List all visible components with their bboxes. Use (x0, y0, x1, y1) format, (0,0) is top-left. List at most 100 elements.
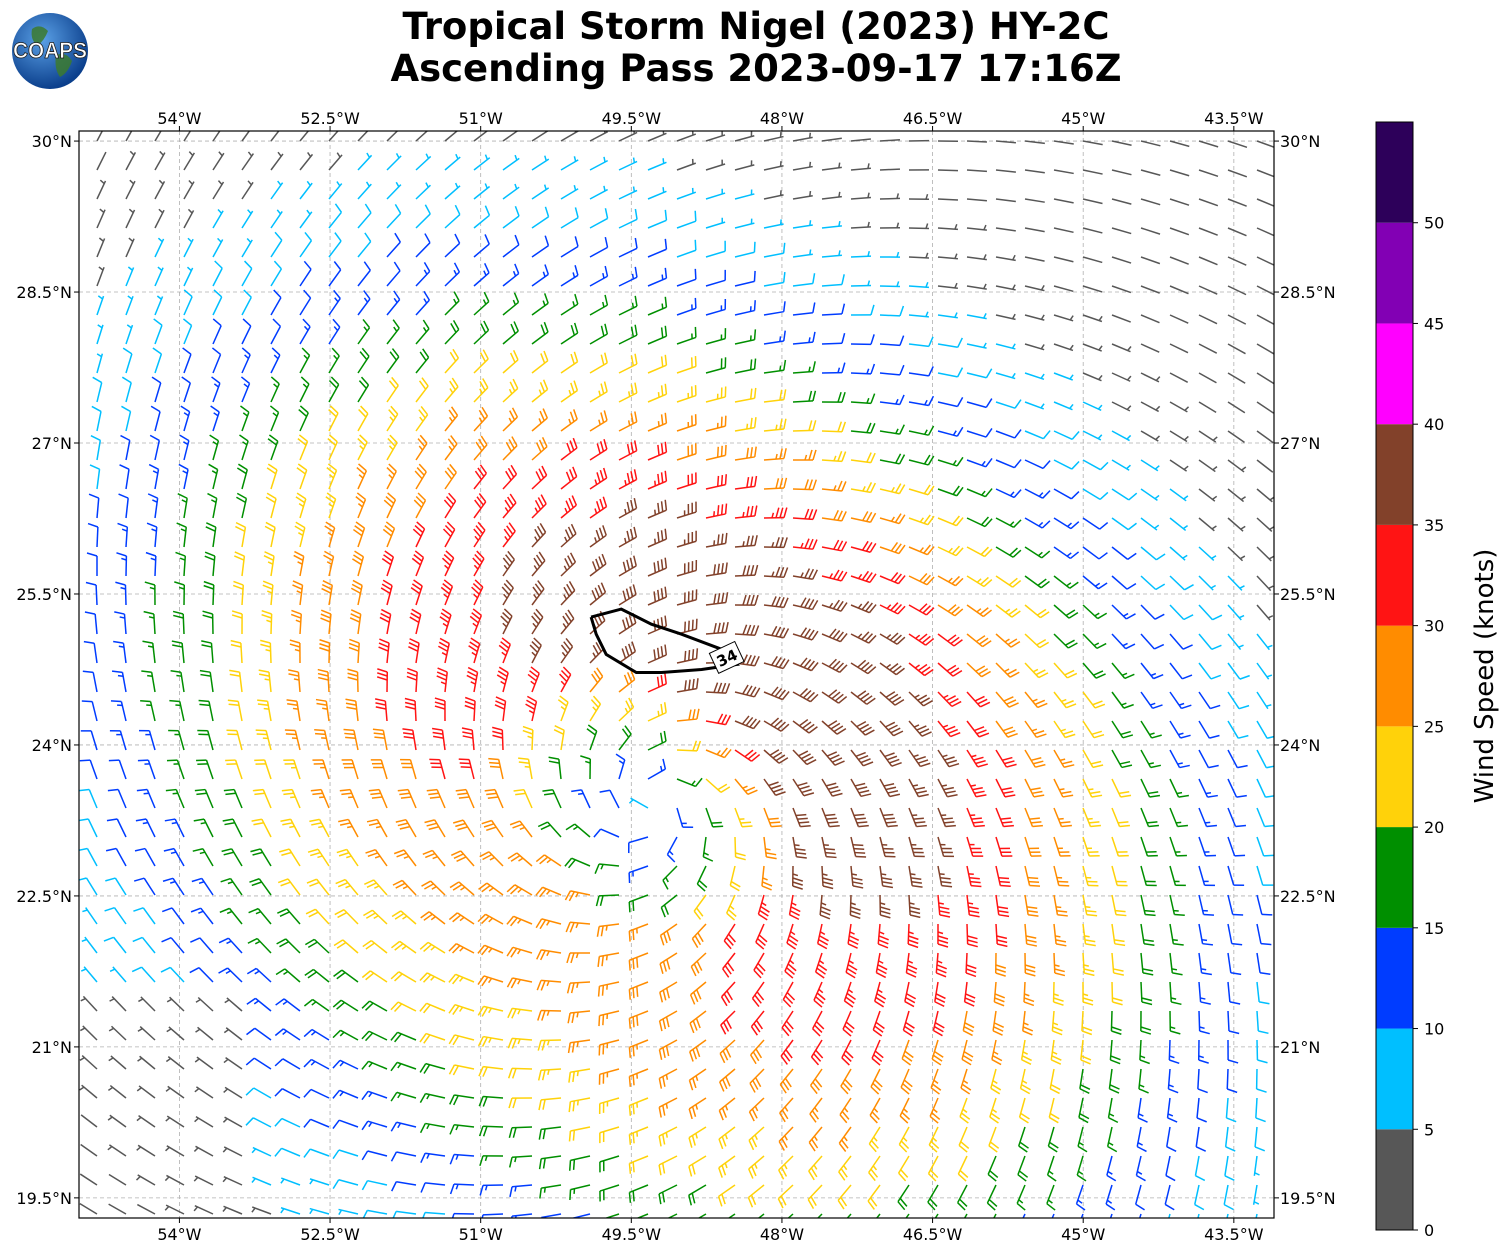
wind-barb (328, 376, 340, 403)
wind-barb (1169, 343, 1189, 354)
wind-barb (676, 678, 699, 693)
wind-barb (303, 1058, 330, 1070)
wind-barb (461, 727, 475, 751)
wind-barb (647, 470, 668, 490)
wind-barb (565, 823, 591, 838)
wind-barb (357, 152, 373, 171)
wind-barb (1111, 517, 1137, 531)
wind-barb (647, 158, 667, 171)
wind-barb (1024, 401, 1045, 410)
wind-barb (226, 729, 243, 751)
wind-barb (96, 208, 106, 229)
wind-barb (105, 847, 127, 867)
wind-barb (332, 1059, 359, 1070)
wind-barb (153, 318, 163, 345)
wind-barb (468, 637, 481, 664)
wind-barb (500, 608, 513, 635)
wind-barb (1256, 981, 1270, 1005)
wind-barb (763, 448, 787, 461)
wind-barb (850, 570, 877, 584)
wind-barb (1140, 662, 1164, 680)
wind-barb (108, 1173, 127, 1186)
wind-barb (841, 1039, 854, 1066)
wind-barb (143, 610, 156, 635)
wind-barb (1024, 227, 1045, 233)
wind-barb (420, 911, 446, 925)
wind-barb (659, 923, 678, 946)
wind-barb (535, 854, 562, 867)
wind-barb (589, 467, 608, 490)
wind-barb (618, 411, 638, 432)
wind-barb (420, 1182, 446, 1193)
wind-barb (1111, 285, 1132, 294)
wind-barb (386, 261, 401, 287)
wind-barb (1256, 256, 1274, 266)
wind-barb (162, 877, 185, 896)
wind-barb (598, 1039, 620, 1056)
wind-barb (410, 579, 423, 606)
wind-barb (748, 1126, 765, 1151)
wind-barb (415, 153, 432, 171)
wind-barb (850, 138, 871, 142)
wind-barb (125, 237, 135, 258)
wind-barb (877, 923, 889, 949)
wind-barb (618, 669, 636, 693)
wind-barb (1197, 1213, 1200, 1218)
wind-barb (1111, 169, 1132, 176)
wind-barb (241, 289, 252, 316)
wind-barb (1053, 517, 1080, 530)
wind-barb (748, 1097, 765, 1122)
wind-barb (419, 1062, 446, 1074)
wind-barb (937, 282, 958, 289)
wind-barb (258, 669, 272, 693)
wind-barb (658, 1068, 678, 1089)
wind-barb (513, 788, 533, 809)
wind-barb (1169, 720, 1191, 739)
wind-barb (298, 405, 309, 432)
wind-barb (748, 1155, 765, 1179)
wind-barb (96, 295, 105, 316)
wind-barb (96, 353, 104, 374)
wind-barb (966, 254, 987, 261)
wind-barb (473, 291, 490, 316)
wind-barb (1024, 778, 1045, 798)
wind-barb (705, 188, 726, 200)
wind-barb (1227, 227, 1247, 237)
wind-barb (966, 720, 990, 738)
wind-barb (995, 836, 1013, 857)
wind-barb (705, 159, 726, 171)
wind-barb (1167, 1068, 1179, 1094)
wind-barb (897, 1155, 910, 1182)
wind-barb (816, 1213, 823, 1218)
wind-barb (1256, 575, 1274, 592)
wind-barb (189, 967, 214, 983)
wind-barb (676, 501, 697, 519)
wind-barb (718, 1097, 736, 1121)
wind-barb (164, 818, 185, 838)
wind-barb (81, 936, 98, 954)
wind-barb (1198, 952, 1212, 976)
wind-barb (1016, 1184, 1026, 1211)
wind-barb (1227, 256, 1247, 266)
wind-barb (618, 555, 637, 577)
wind-barb (170, 670, 185, 693)
wind-barb (995, 169, 1016, 173)
wind-barb (1198, 604, 1223, 621)
wind-barb (1082, 314, 1103, 323)
wind-barb (251, 1176, 272, 1186)
wind-barb (1226, 1068, 1238, 1094)
wind-barb (1256, 343, 1274, 355)
wind-barb (251, 1206, 272, 1215)
wind-barb (705, 778, 731, 793)
wind-barb (328, 405, 339, 432)
wind-barb (696, 865, 708, 892)
wind-barb (1169, 894, 1185, 917)
wind-barb (356, 463, 368, 490)
wind-barb (1256, 633, 1273, 651)
wind-barb (879, 836, 896, 858)
wind-barb (995, 720, 1018, 738)
wind-barb (589, 667, 604, 693)
wind-barb (1053, 836, 1071, 857)
wind-barb (1082, 662, 1106, 679)
wind-barb (1140, 604, 1165, 620)
